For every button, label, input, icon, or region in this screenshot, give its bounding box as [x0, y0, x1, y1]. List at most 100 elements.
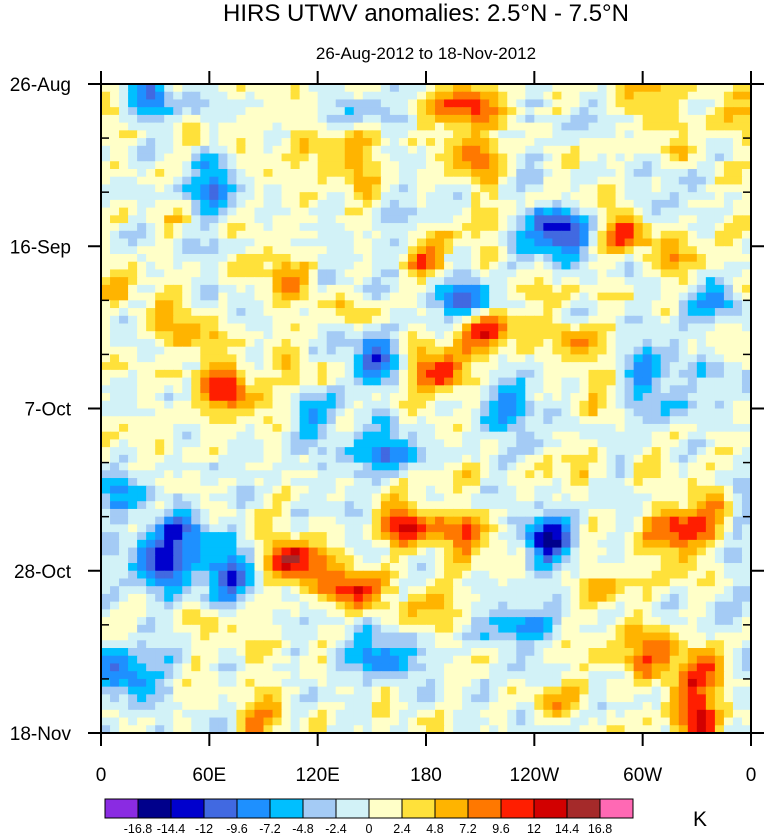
- anomaly-cell: [489, 555, 499, 564]
- anomaly-cell: [462, 130, 472, 139]
- anomaly-cell: [155, 261, 165, 271]
- anomaly-cell: [606, 184, 617, 193]
- anomaly-cell: [723, 423, 734, 433]
- anomaly-cell: [137, 369, 147, 379]
- anomaly-cell: [344, 300, 355, 309]
- anomaly-cell: [714, 400, 725, 410]
- anomaly-cell: [606, 300, 617, 309]
- anomaly-cell: [696, 462, 707, 471]
- anomaly-cell: [416, 354, 427, 363]
- anomaly-cell: [245, 555, 256, 564]
- anomaly-cell: [182, 439, 192, 448]
- anomaly-cell: [426, 393, 436, 402]
- anomaly-cell: [534, 269, 544, 278]
- anomaly-cell: [651, 362, 662, 371]
- anomaly-cell: [308, 563, 319, 572]
- anomaly-cell: [615, 300, 626, 309]
- anomaly-cell: [561, 315, 572, 325]
- anomaly-cell: [110, 114, 120, 124]
- anomaly-cell: [182, 246, 192, 255]
- anomaly-cell: [660, 91, 671, 101]
- anomaly-cell: [498, 416, 508, 425]
- anomaly-cell: [435, 192, 445, 201]
- anomaly-cell: [741, 184, 752, 193]
- anomaly-cell: [471, 207, 481, 216]
- anomaly-cell: [272, 153, 283, 162]
- anomaly-cell: [579, 300, 590, 309]
- anomaly-cell: [308, 570, 319, 580]
- anomaly-cell: [389, 400, 400, 410]
- anomaly-cell: [146, 153, 156, 162]
- anomaly-cell: [741, 130, 752, 139]
- anomaly-cell: [498, 176, 508, 186]
- anomaly-cell: [227, 408, 238, 417]
- anomaly-cell: [362, 114, 373, 124]
- anomaly-cell: [290, 416, 301, 425]
- anomaly-cell: [543, 308, 553, 317]
- anomaly-cell: [453, 478, 463, 487]
- anomaly-cell: [155, 516, 165, 525]
- anomaly-cell: [407, 563, 418, 572]
- anomaly-cell: [164, 400, 174, 410]
- anomaly-cell: [416, 532, 427, 541]
- anomaly-cell: [380, 192, 391, 201]
- anomaly-cell: [362, 377, 373, 386]
- anomaly-cell: [525, 315, 535, 325]
- anomaly-cell: [371, 223, 382, 232]
- anomaly-cell: [669, 153, 680, 162]
- anomaly-cell: [209, 277, 219, 286]
- anomaly-cell: [633, 114, 644, 124]
- anomaly-cell: [498, 207, 508, 216]
- anomaly-cell: [227, 586, 238, 595]
- anomaly-cell: [507, 308, 517, 317]
- anomaly-cell: [462, 385, 472, 394]
- anomaly-cell: [299, 501, 310, 510]
- anomaly-cell: [209, 516, 219, 525]
- anomaly-cell: [696, 593, 707, 603]
- anomaly-cell: [317, 153, 328, 162]
- anomaly-cell: [110, 323, 120, 332]
- anomaly-cell: [462, 346, 472, 356]
- anomaly-cell: [579, 192, 590, 201]
- anomaly-cell: [642, 563, 653, 572]
- anomaly-cell: [606, 601, 617, 610]
- anomaly-cell: [344, 447, 355, 456]
- anomaly-cell: [344, 346, 355, 356]
- anomaly-cell: [290, 91, 301, 101]
- anomaly-cell: [561, 114, 572, 124]
- anomaly-cell: [588, 470, 599, 479]
- anomaly-cell: [444, 570, 454, 580]
- anomaly-cell: [498, 439, 508, 448]
- anomaly-cell: [128, 238, 138, 247]
- anomaly-cell: [290, 184, 301, 193]
- anomaly-cell: [191, 601, 201, 610]
- anomaly-cell: [317, 323, 328, 332]
- anomaly-cell: [299, 292, 310, 301]
- anomaly-cell: [444, 362, 454, 371]
- anomaly-cell: [245, 423, 256, 433]
- anomaly-cell: [507, 114, 517, 124]
- anomaly-cell: [407, 269, 418, 278]
- anomaly-cell: [453, 292, 463, 301]
- anomaly-cell: [489, 516, 499, 525]
- anomaly-cell: [606, 555, 617, 564]
- anomaly-cell: [534, 400, 544, 410]
- anomaly-cell: [426, 323, 436, 332]
- anomaly-cell: [362, 346, 373, 356]
- anomaly-cell: [534, 431, 544, 441]
- anomaly-cell: [128, 223, 138, 232]
- anomaly-cell: [398, 447, 409, 456]
- anomaly-cell: [435, 362, 445, 371]
- anomaly-cell: [335, 138, 346, 147]
- anomaly-cell: [272, 454, 283, 464]
- anomaly-cell: [245, 354, 256, 363]
- anomaly-cell: [426, 470, 436, 479]
- anomaly-cell: [543, 292, 553, 301]
- anomaly-cell: [453, 400, 463, 410]
- anomaly-cell: [146, 508, 156, 518]
- anomaly-cell: [119, 138, 129, 147]
- anomaly-cell: [741, 369, 752, 379]
- anomaly-cell: [227, 308, 238, 317]
- anomaly-cell: [344, 570, 355, 580]
- anomaly-cell: [462, 586, 472, 595]
